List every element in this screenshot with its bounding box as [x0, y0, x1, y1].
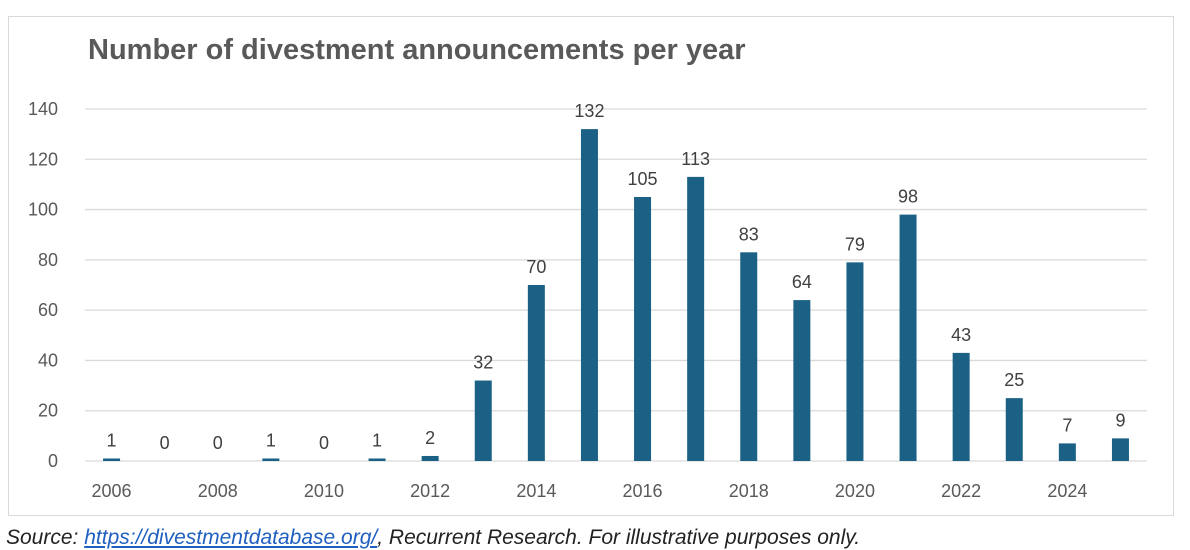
x-tick-label: 2006 — [92, 481, 132, 501]
bar — [474, 380, 492, 461]
source-suffix: , Recurrent Research. For illustrative p… — [377, 526, 861, 549]
y-tick-label: 60 — [38, 300, 58, 320]
y-tick-label: 20 — [38, 401, 58, 421]
source-note: Source: https://divestmentdatabase.org/,… — [6, 526, 860, 550]
chart-title: Number of divestment announcements per y… — [88, 34, 746, 66]
data-label: 113 — [681, 149, 710, 169]
x-tick-label: 2010 — [304, 481, 344, 501]
y-tick-label: 120 — [28, 149, 58, 169]
data-label: 132 — [574, 101, 604, 121]
data-label: 105 — [628, 169, 658, 189]
data-label: 83 — [739, 224, 759, 244]
y-tick-label: 100 — [28, 200, 58, 220]
x-tick-label: 2022 — [941, 481, 981, 501]
data-label: 79 — [845, 234, 865, 254]
source-prefix: Source: — [6, 526, 85, 549]
y-tick-label: 40 — [38, 350, 58, 370]
bar — [368, 458, 386, 461]
bar — [899, 214, 917, 461]
data-label: 1 — [372, 430, 382, 450]
bar — [740, 252, 758, 461]
data-label: 98 — [898, 187, 918, 207]
data-label: 43 — [951, 325, 971, 345]
x-tick-label: 2016 — [623, 481, 663, 501]
data-label: 64 — [792, 272, 812, 292]
bar — [103, 458, 121, 461]
y-tick-label: 140 — [28, 99, 58, 119]
bar — [262, 458, 280, 461]
x-tick-label: 2020 — [835, 481, 875, 501]
data-label: 2 — [425, 428, 435, 448]
data-label: 9 — [1115, 410, 1125, 430]
x-tick-label: 2012 — [410, 481, 450, 501]
x-tick-label: 2024 — [1047, 481, 1087, 501]
data-label: 7 — [1062, 415, 1072, 435]
bar — [687, 176, 705, 461]
bar — [793, 300, 811, 461]
bar — [1058, 443, 1076, 461]
bar — [1005, 398, 1023, 461]
data-label: 0 — [160, 433, 170, 453]
data-label: 32 — [473, 353, 493, 373]
y-tick-label: 80 — [38, 250, 58, 270]
bar — [846, 262, 864, 461]
bar — [421, 455, 439, 461]
data-label: 25 — [1004, 370, 1024, 390]
bar — [634, 197, 652, 461]
source-link[interactable]: https://divestmentdatabase.org/ — [84, 526, 378, 549]
bar — [1111, 438, 1129, 461]
data-label: 0 — [319, 433, 329, 453]
data-label: 0 — [213, 433, 223, 453]
y-tick-label: 0 — [48, 451, 58, 471]
x-tick-label: 2018 — [729, 481, 769, 501]
x-tick-label: 2014 — [516, 481, 556, 501]
data-label: 70 — [526, 257, 546, 277]
bar — [527, 285, 545, 461]
x-tick-label: 2008 — [198, 481, 238, 501]
data-label: 1 — [107, 430, 117, 450]
bar — [952, 352, 970, 461]
bar — [580, 129, 598, 461]
data-label: 1 — [266, 430, 276, 450]
